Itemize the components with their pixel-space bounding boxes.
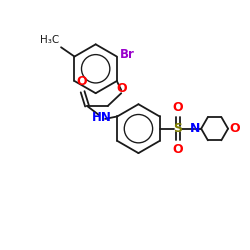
Text: H₃C: H₃C — [40, 35, 59, 45]
Text: S: S — [174, 122, 182, 135]
Text: O: O — [173, 143, 183, 156]
Text: O: O — [76, 75, 87, 88]
Text: Br: Br — [120, 48, 135, 61]
Text: O: O — [173, 102, 183, 114]
Text: N: N — [190, 122, 200, 135]
Text: O: O — [116, 82, 126, 95]
Text: O: O — [229, 122, 240, 135]
Text: HN: HN — [92, 111, 112, 124]
